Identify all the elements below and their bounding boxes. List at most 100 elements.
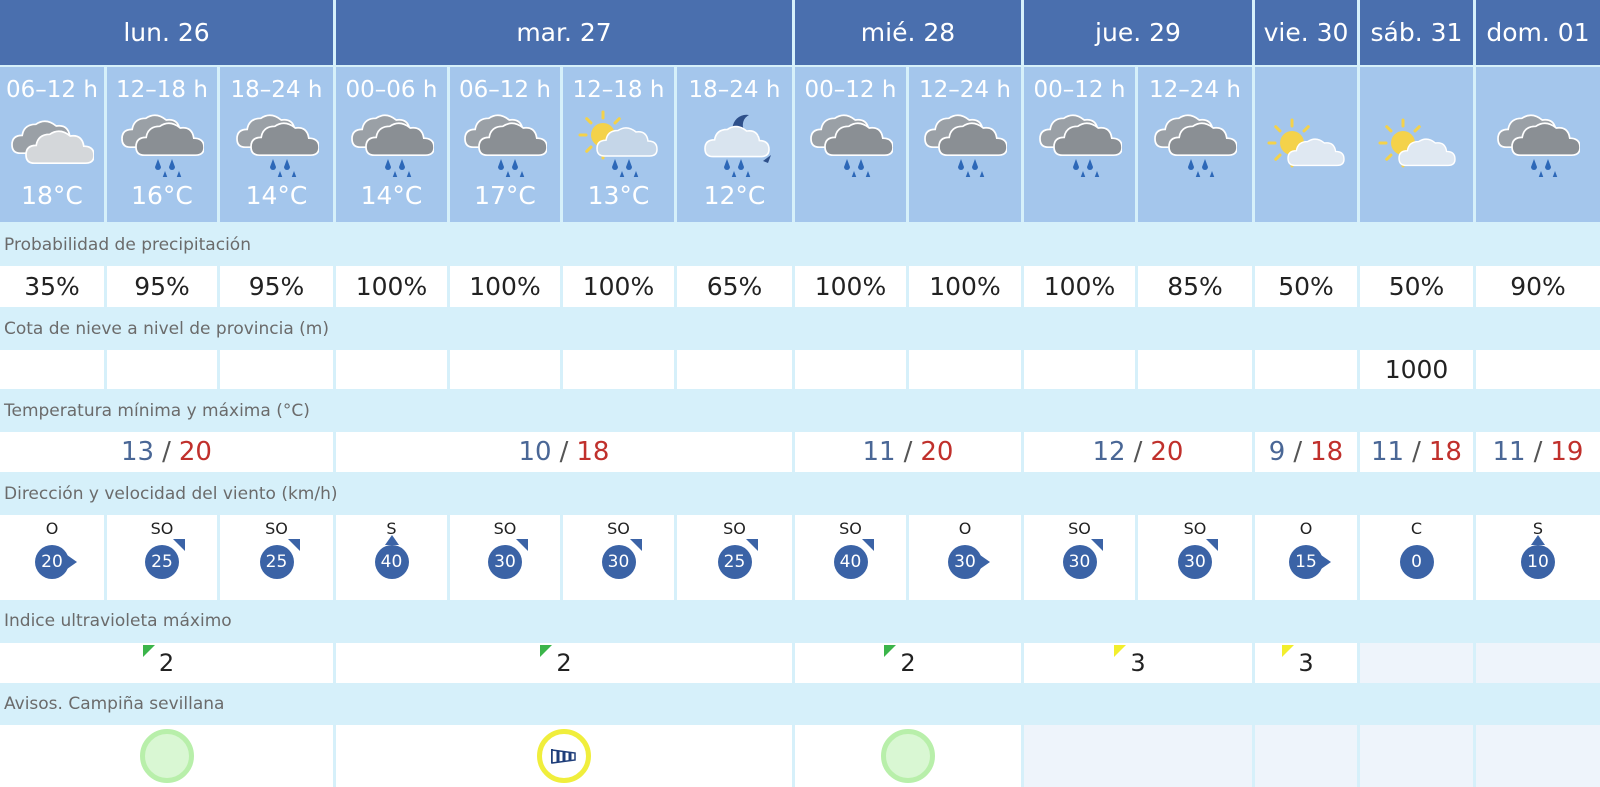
warning-cell	[1476, 725, 1600, 787]
snow-cell	[795, 350, 906, 389]
uv-value: 2	[540, 645, 572, 677]
warning-cell[interactable]	[336, 725, 792, 787]
uv-level-icon	[1114, 645, 1127, 657]
temp-minmax-cell: 13/20	[0, 432, 333, 472]
wind-direction: O	[958, 519, 972, 538]
weather-icon-wrap	[1153, 109, 1238, 182]
period-cell[interactable]: 18–24 h 14°C	[220, 67, 333, 222]
temp-separator: /	[1133, 437, 1143, 467]
period-cell[interactable]: 06–12 h 18°C	[0, 67, 104, 222]
weather-icon-wrap	[1264, 109, 1348, 177]
uv-value: 3	[1282, 645, 1314, 677]
wind-speed: 0	[1399, 545, 1434, 579]
uv-cell: 2	[795, 643, 1021, 683]
temp-separator: /	[1533, 437, 1543, 467]
wind-icon	[551, 749, 576, 764]
period-cell[interactable]: x	[1360, 67, 1473, 222]
temp-min: 9	[1268, 437, 1286, 467]
snow-cell	[677, 350, 792, 389]
period-cell[interactable]: 18–24 h 12°C	[677, 67, 792, 222]
precip-cell: 65%	[677, 266, 792, 307]
day-header[interactable]: vie. 30	[1255, 0, 1357, 65]
wind-badge: 30	[948, 545, 990, 579]
section-label-precip: Probabilidad de precipitación	[0, 226, 1600, 264]
wind-cell: SO 25	[220, 515, 333, 600]
period-cell[interactable]: 06–12 h 17°C	[450, 67, 560, 222]
day-header[interactable]: lun. 26	[0, 0, 333, 65]
wind-arrow-icon	[384, 535, 399, 545]
period-cell[interactable]: 12–18 h 13°C	[563, 67, 674, 222]
wind-cell: S 40	[336, 515, 447, 600]
wind-direction: SO	[839, 519, 862, 538]
wind-cell: SO 30	[1024, 515, 1135, 600]
warning-cell[interactable]	[0, 725, 333, 787]
precip-cell: 95%	[220, 266, 333, 307]
uv-value: 3	[1114, 645, 1146, 677]
cloud-rain-icon	[924, 114, 1008, 182]
warning-cell	[1255, 725, 1357, 787]
day-header[interactable]: jue. 29	[1024, 0, 1252, 65]
warning-level-icon[interactable]	[537, 729, 591, 783]
weather-icon-wrap	[10, 109, 95, 177]
sun-cloud-icon	[1267, 118, 1345, 168]
weather-icon-wrap	[577, 109, 661, 182]
snow-cell	[107, 350, 217, 389]
period-cell[interactable]: 00–06 h 14°C	[336, 67, 447, 222]
snow-cell	[909, 350, 1021, 389]
sun-cloud-rain-icon	[578, 110, 658, 182]
period-range: 18–24 h	[688, 77, 781, 103]
warning-cell	[1360, 725, 1473, 787]
snow-cell	[336, 350, 447, 389]
period-cell[interactable]: x	[1476, 67, 1600, 222]
temp-max: 20	[920, 437, 954, 467]
cloud-rain-icon	[464, 114, 548, 182]
wind-badge: 0	[1399, 545, 1434, 579]
day-header[interactable]: mar. 27	[336, 0, 792, 65]
period-cell[interactable]: 00–12 h	[1024, 67, 1135, 222]
wind-direction: S	[1532, 519, 1544, 538]
warning-cell	[1024, 725, 1252, 787]
weather-icon-wrap	[923, 109, 1008, 182]
period-range: 12–18 h	[572, 77, 665, 103]
cloud-rain-icon	[350, 114, 435, 182]
day-header[interactable]: sáb. 31	[1360, 0, 1473, 65]
wind-badge: 25	[259, 539, 300, 579]
day-header[interactable]: mié. 28	[795, 0, 1021, 65]
period-cell[interactable]: 00–12 h	[795, 67, 906, 222]
period-cell[interactable]: 12–18 h 16°C	[107, 67, 217, 222]
wind-speed: 30	[488, 545, 522, 579]
wind-speed: 30	[948, 545, 982, 579]
wind-cell: SO 30	[1138, 515, 1252, 600]
wind-speed: 40	[374, 545, 409, 579]
day-header[interactable]: dom. 01	[1476, 0, 1600, 65]
uv-value: 2	[884, 645, 916, 677]
temp-minmax-cell: 11/19	[1476, 432, 1600, 472]
warning-level-icon[interactable]	[881, 729, 935, 783]
wind-arrow-icon	[745, 539, 758, 551]
wind-direction: O	[1299, 519, 1313, 538]
temp-separator: /	[559, 437, 569, 467]
period-cell[interactable]: 12–24 h	[909, 67, 1021, 222]
wind-arrow-icon	[1321, 555, 1331, 569]
warning-cell[interactable]	[795, 725, 1021, 787]
precip-cell: 95%	[107, 266, 217, 307]
period-range: 00–12 h	[804, 77, 897, 103]
wind-cell: O 20	[0, 515, 104, 600]
period-range: 06–12 h	[459, 77, 551, 103]
period-cell[interactable]: 12–24 h	[1138, 67, 1252, 222]
precip-cell: 100%	[336, 266, 447, 307]
wind-speed: 10	[1521, 545, 1555, 579]
warning-level-icon[interactable]	[139, 729, 194, 783]
wind-speed: 30	[601, 545, 636, 579]
precip-cell: 35%	[0, 266, 104, 307]
temp-minmax-cell: 12/20	[1024, 432, 1252, 472]
period-range: 00–06 h	[345, 77, 438, 103]
weather-icon-wrap	[463, 109, 548, 182]
wind-badge: 25	[145, 539, 185, 579]
period-cell[interactable]: x	[1255, 67, 1357, 222]
period-range: 18–24 h	[230, 77, 323, 103]
wind-badge: 30	[488, 539, 528, 579]
period-temp: 12°C	[703, 181, 766, 210]
wind-arrow-icon	[173, 539, 185, 551]
